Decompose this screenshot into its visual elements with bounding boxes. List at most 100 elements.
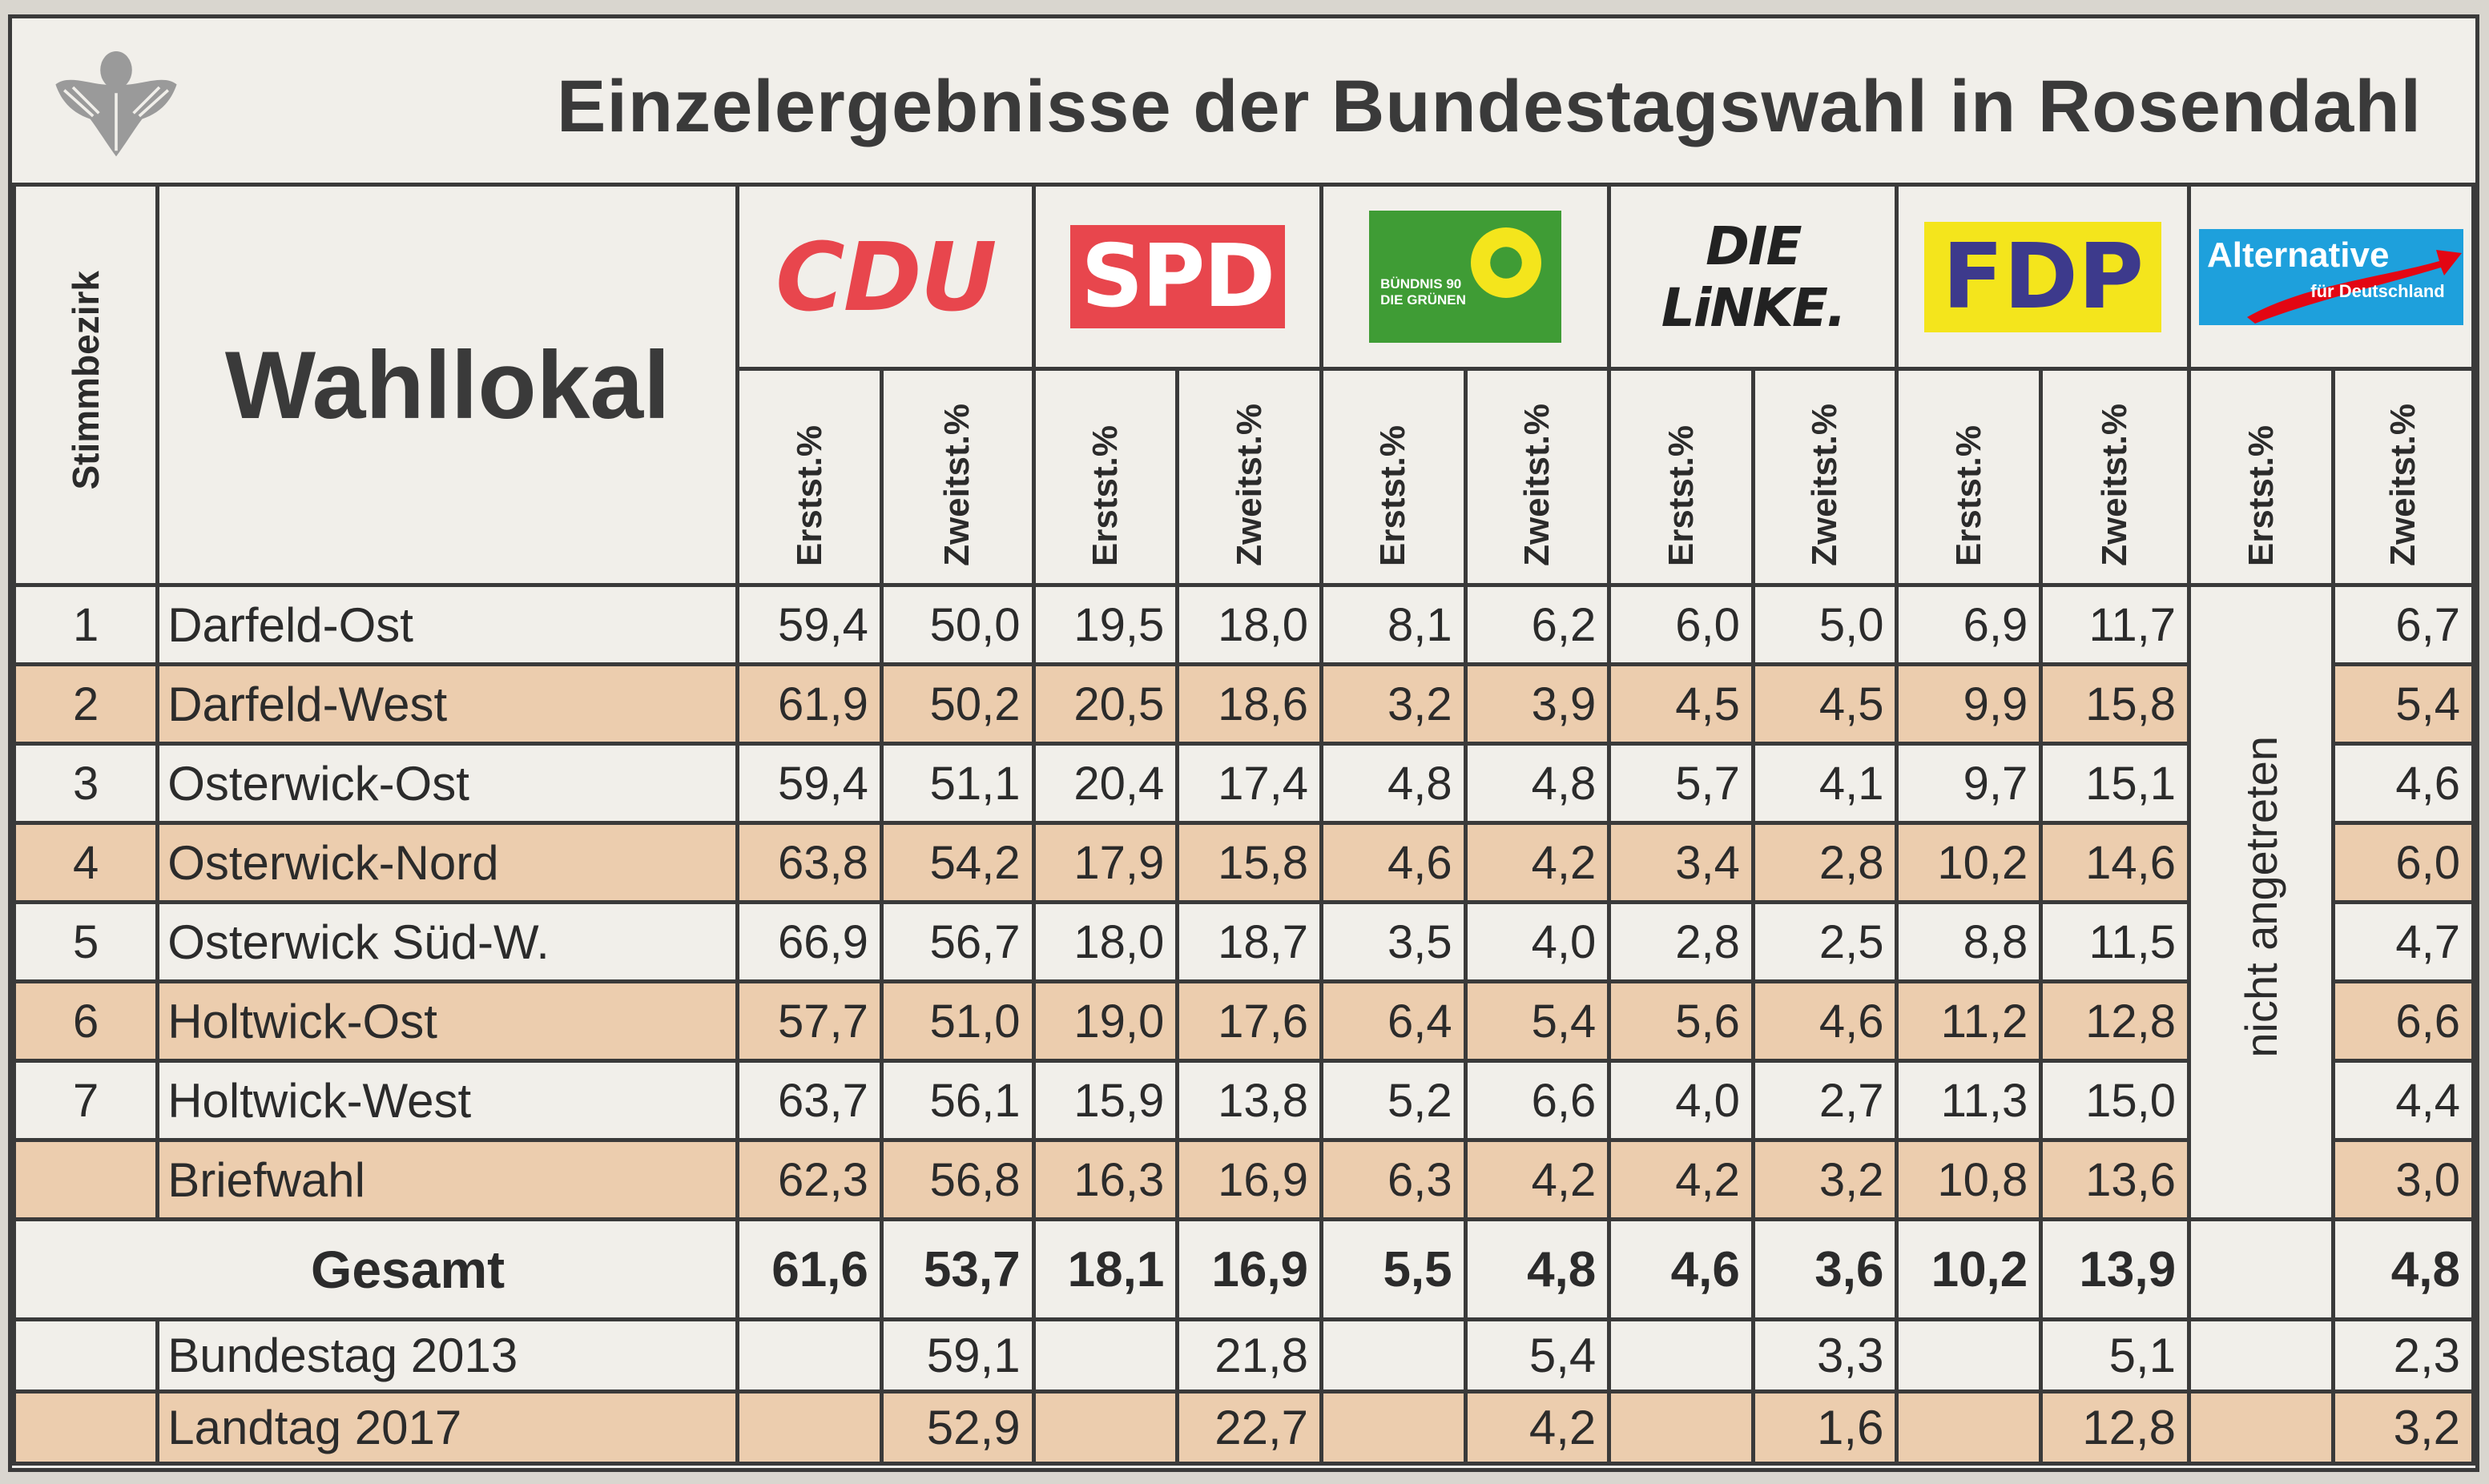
wahllokal-name: Osterwick-Ost <box>155 742 740 825</box>
row-number: 5 <box>11 900 160 983</box>
linke-zweit-value: 2,8 <box>1750 821 1899 904</box>
cdu-zweit-value: 51,0 <box>879 979 1036 1063</box>
cdu-erst-value: 59,4 <box>735 583 884 666</box>
total-label: Gesamt <box>11 1217 740 1321</box>
afd-zweit-value: 4,6 <box>2330 742 2476 825</box>
afd-zweit-value: 4,4 <box>2330 1059 2476 1142</box>
gruene-zweit-value: 4,8 <box>1463 742 1612 825</box>
cdu-erst-header: Erstst.% <box>735 367 884 587</box>
fdp-erst-value: 8,8 <box>1895 900 2044 983</box>
table-row: 5 Osterwick Süd-W. 66,9 56,7 18,0 18,7 3… <box>11 900 2476 983</box>
cdu-zweit-total: 53,7 <box>879 1217 1036 1321</box>
gruene-zweit-value: 4,0 <box>1463 900 1612 983</box>
gruene-erst-value: 6,4 <box>1319 979 1468 1063</box>
spd-erst-value: 15,9 <box>1031 1059 1180 1142</box>
gruene-zweit-value: 5,4 <box>1463 979 1612 1063</box>
gruene-erst-header: Erstst.% <box>1319 367 1468 587</box>
wahllokal-name: Osterwick-Nord <box>155 821 740 904</box>
fdp-comparison-value: 5,1 <box>2039 1317 2192 1394</box>
empty-cell <box>11 1317 160 1394</box>
gruene-erst-value: 4,6 <box>1319 821 1468 904</box>
wahllokal-name: Holtwick-West <box>155 1059 740 1142</box>
spd-comparison-value: 21,8 <box>1175 1317 1324 1394</box>
linke-zweit-value: 2,5 <box>1750 900 1899 983</box>
empty-cell <box>735 1389 884 1466</box>
sunflower-icon <box>1471 227 1542 298</box>
gruene-zweit-value: 4,2 <box>1463 821 1612 904</box>
row-number: 2 <box>11 662 160 746</box>
fdp-erst-value: 9,9 <box>1895 662 2044 746</box>
linke-erst-header: Erstst.% <box>1607 367 1755 587</box>
subheader-row: Erstst.% Zweitst.% Erstst.% Zweitst.% Er… <box>14 367 2476 587</box>
linke-zweit-header: Zweitst.% <box>1750 367 1899 587</box>
linke-erst-value: 5,6 <box>1607 979 1755 1063</box>
fdp-zweit-header: Zweitst.% <box>2039 367 2192 587</box>
fdp-zweit-value: 13,6 <box>2039 1138 2192 1221</box>
cdu-erst-value: 57,7 <box>735 979 884 1063</box>
empty-cell <box>735 1317 884 1394</box>
linke-zweit-value: 2,7 <box>1750 1059 1899 1142</box>
empty-cell <box>1319 1317 1468 1394</box>
empty-cell <box>1895 1389 2044 1466</box>
afd-erst-total-empty <box>2187 1217 2335 1321</box>
table-row: 1 Darfeld-Ost 59,4 50,0 19,5 18,0 8,1 6,… <box>11 583 2476 1221</box>
spd-zweit-value: 17,4 <box>1175 742 1324 825</box>
cdu-zweit-value: 50,2 <box>879 662 1036 746</box>
afd-zweit-value: 5,4 <box>2330 662 2476 746</box>
cdu-comparison-value: 52,9 <box>879 1389 1036 1466</box>
fdp-comparison-value: 12,8 <box>2039 1389 2192 1466</box>
empty-cell <box>2187 1389 2335 1466</box>
gruene-zweit-header: Zweitst.% <box>1463 367 1612 587</box>
afd-arrow-icon <box>2247 249 2463 324</box>
row-number: 7 <box>11 1059 160 1142</box>
linke-zweit-value: 5,0 <box>1750 583 1899 666</box>
fdp-erst-value: 11,2 <box>1895 979 2044 1063</box>
linke-logo: DIE LiNKE. <box>1607 183 1899 371</box>
spd-erst-value: 19,5 <box>1031 583 1180 666</box>
gruene-comparison-value: 4,2 <box>1463 1389 1612 1466</box>
spd-erst-value: 16,3 <box>1031 1138 1180 1221</box>
cdu-erst-value: 63,8 <box>735 821 884 904</box>
spd-zweit-total: 16,9 <box>1175 1217 1324 1321</box>
spd-erst-header: Erstst.% <box>1031 367 1180 587</box>
cdu-zweit-value: 51,1 <box>879 742 1036 825</box>
cdu-logo: CDU <box>735 183 1036 371</box>
gruene-erst-value: 3,5 <box>1319 900 1468 983</box>
table-row: 7 Holtwick-West 63,7 56,1 15,9 13,8 5,2 … <box>11 1059 2476 1142</box>
cdu-erst-value: 62,3 <box>735 1138 884 1221</box>
gruene-zweit-value: 3,9 <box>1463 662 1612 746</box>
fdp-erst-value: 6,9 <box>1895 583 2044 666</box>
gruene-logo: BÜNDNIS 90 DIE GRÜNEN <box>1319 183 1612 371</box>
linke-comparison-value: 3,3 <box>1750 1317 1899 1394</box>
cdu-zweit-value: 50,0 <box>879 583 1036 666</box>
fdp-erst-value: 9,7 <box>1895 742 2044 825</box>
spd-zweit-value: 15,8 <box>1175 821 1324 904</box>
afd-zweit-value: 6,7 <box>2330 583 2476 666</box>
linke-erst-value: 6,0 <box>1607 583 1755 666</box>
spd-erst-value: 19,0 <box>1031 979 1180 1063</box>
afd-comparison-value: 2,3 <box>2330 1317 2476 1394</box>
wahllokal-name: Briefwahl <box>155 1138 740 1221</box>
spd-logo: SPD <box>1031 183 1324 371</box>
results-table: Stimmbezirk Wahllokal CDU SPD BÜNDNIS 90… <box>11 183 2476 1466</box>
gruene-zweit-value: 6,6 <box>1463 1059 1612 1142</box>
gruene-erst-value: 5,2 <box>1319 1059 1468 1142</box>
spd-zweit-value: 16,9 <box>1175 1138 1324 1221</box>
fdp-zweit-total: 13,9 <box>2039 1217 2192 1321</box>
gruene-zweit-total: 4,8 <box>1463 1217 1612 1321</box>
spd-zweit-value: 18,6 <box>1175 662 1324 746</box>
comparison-label: Bundestag 2013 <box>155 1317 740 1394</box>
gruene-comparison-value: 5,4 <box>1463 1317 1612 1394</box>
empty-cell <box>1607 1389 1755 1466</box>
row-number: 6 <box>11 979 160 1063</box>
afd-comparison-value: 3,2 <box>2330 1389 2476 1466</box>
linke-erst-value: 3,4 <box>1607 821 1755 904</box>
gruene-erst-total: 5,5 <box>1319 1217 1468 1321</box>
table-row: Briefwahl 62,3 56,8 16,3 16,9 6,3 4,2 4,… <box>11 1138 2476 1221</box>
gruene-erst-value: 3,2 <box>1319 662 1468 746</box>
empty-cell <box>1031 1389 1180 1466</box>
cdu-erst-total: 61,6 <box>735 1217 884 1321</box>
results-sheet: Einzelergebnisse der Bundestagswahl in R… <box>8 14 2479 1472</box>
wahllokal-name: Holtwick-Ost <box>155 979 740 1063</box>
row-number: 1 <box>11 583 160 666</box>
